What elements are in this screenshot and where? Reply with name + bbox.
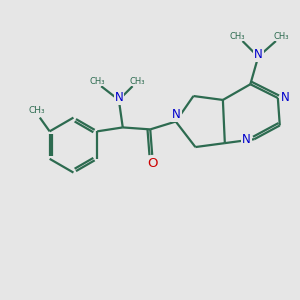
Text: N: N [172,108,181,121]
Text: CH₃: CH₃ [28,106,45,115]
Text: N: N [115,92,123,104]
Text: N: N [242,133,251,146]
Text: CH₃: CH₃ [273,32,289,40]
Text: O: O [147,157,158,170]
Text: N: N [254,48,262,61]
Text: CH₃: CH₃ [230,32,245,40]
Text: CH₃: CH₃ [130,77,145,86]
Text: CH₃: CH₃ [89,77,105,86]
Text: N: N [281,92,290,104]
